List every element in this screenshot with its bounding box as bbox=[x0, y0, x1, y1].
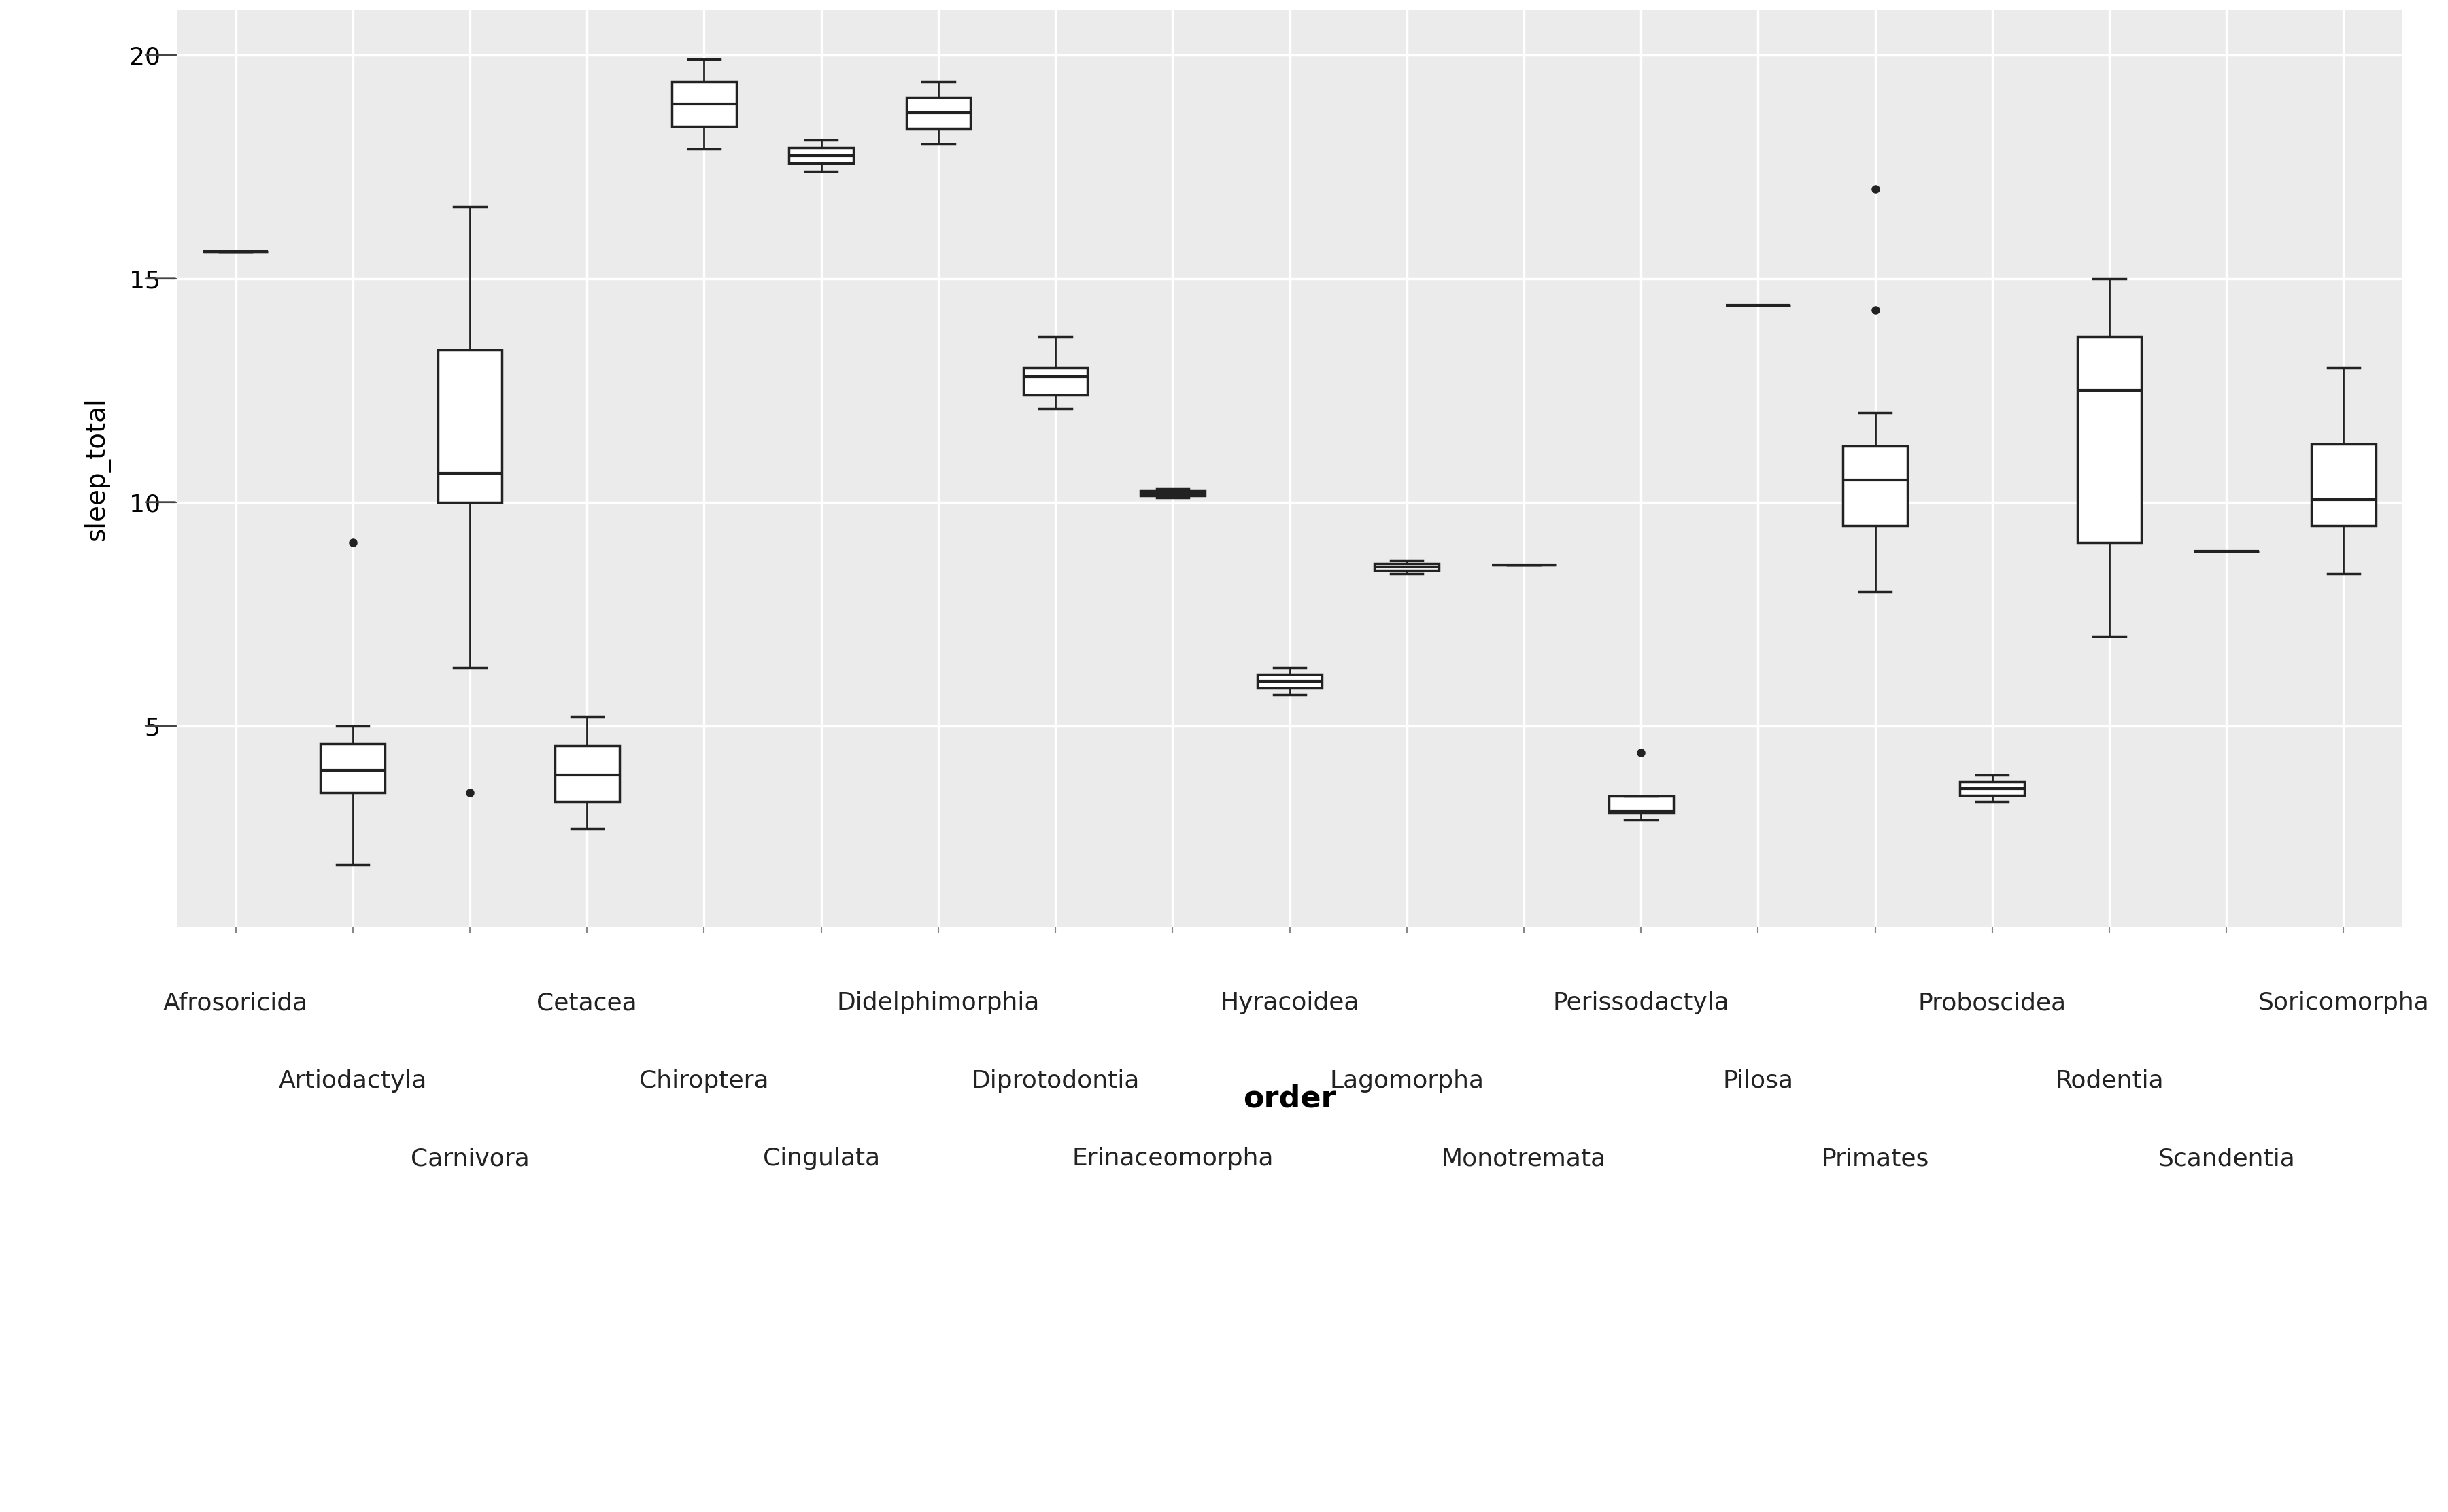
PathPatch shape bbox=[671, 82, 737, 127]
Text: Didelphimorphia: Didelphimorphia bbox=[837, 992, 1040, 1015]
Text: Hyracoidea: Hyracoidea bbox=[1219, 992, 1359, 1015]
Text: Cetacea: Cetacea bbox=[536, 992, 636, 1015]
PathPatch shape bbox=[2078, 337, 2142, 543]
Text: Diprotodontia: Diprotodontia bbox=[972, 1069, 1138, 1092]
PathPatch shape bbox=[1608, 797, 1672, 813]
PathPatch shape bbox=[556, 745, 619, 801]
PathPatch shape bbox=[1258, 674, 1322, 688]
Text: Afrosoricida: Afrosoricida bbox=[164, 992, 308, 1015]
Y-axis label: sleep_total: sleep_total bbox=[83, 396, 110, 541]
Text: Perissodactyla: Perissodactyla bbox=[1552, 992, 1728, 1015]
PathPatch shape bbox=[2311, 445, 2375, 526]
Text: Cingulata: Cingulata bbox=[764, 1148, 879, 1170]
Text: Scandentia: Scandentia bbox=[2157, 1148, 2296, 1170]
PathPatch shape bbox=[1373, 564, 1439, 570]
PathPatch shape bbox=[438, 351, 502, 502]
Text: Rodentia: Rodentia bbox=[2054, 1069, 2164, 1092]
Text: Artiodactyla: Artiodactyla bbox=[279, 1069, 426, 1092]
Text: Proboscidea: Proboscidea bbox=[1919, 992, 2066, 1015]
PathPatch shape bbox=[1023, 367, 1087, 395]
Text: Soricomorpha: Soricomorpha bbox=[2257, 992, 2428, 1015]
Text: Erinaceomorpha: Erinaceomorpha bbox=[1072, 1148, 1273, 1170]
PathPatch shape bbox=[321, 744, 384, 792]
X-axis label: order: order bbox=[1244, 1084, 1337, 1113]
PathPatch shape bbox=[1843, 446, 1907, 526]
PathPatch shape bbox=[1141, 491, 1204, 496]
Text: Pilosa: Pilosa bbox=[1723, 1069, 1794, 1092]
PathPatch shape bbox=[1961, 782, 2024, 795]
Text: Carnivora: Carnivora bbox=[411, 1148, 529, 1170]
PathPatch shape bbox=[906, 97, 969, 129]
Text: Primates: Primates bbox=[1821, 1148, 1929, 1170]
Text: Chiroptera: Chiroptera bbox=[639, 1069, 769, 1092]
Text: Lagomorpha: Lagomorpha bbox=[1329, 1069, 1483, 1092]
Text: Monotremata: Monotremata bbox=[1442, 1148, 1606, 1170]
PathPatch shape bbox=[788, 148, 854, 163]
